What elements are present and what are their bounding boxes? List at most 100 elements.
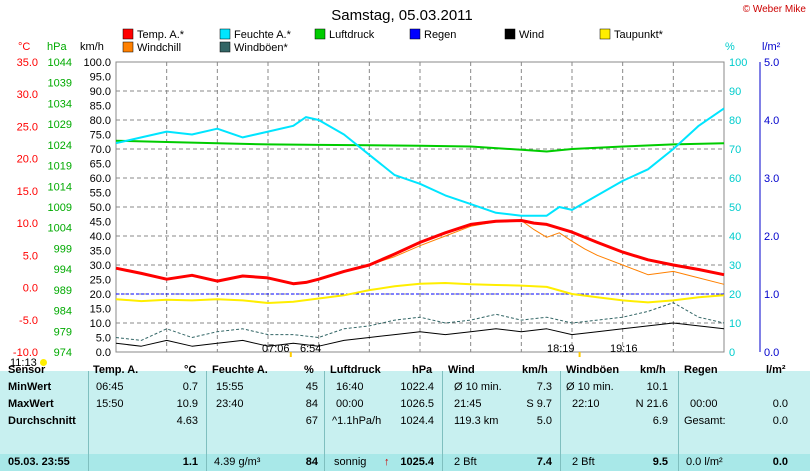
gusts-current: 9.5 — [652, 456, 668, 468]
temp-tick-label: 15.0 — [17, 186, 38, 198]
rain-extra: 0.0 l/m² — [686, 456, 723, 468]
legend-label: Wind — [519, 29, 544, 41]
chart-axes: 00:0002:0004:0006:0008:0010:0012:0014:00… — [13, 41, 781, 357]
speed-tick-label: 0.0 — [96, 347, 111, 357]
speed-tick-label: 60.0 — [90, 173, 111, 185]
humidity-tick-label: 10 — [729, 318, 741, 330]
series-line-windben — [115, 302, 725, 341]
pressure-header: Luftdruck — [330, 364, 381, 376]
pressure-tick-label: 1024 — [48, 140, 72, 152]
legend-swatch — [599, 28, 611, 40]
legend-label: Feuchte A.* — [234, 29, 292, 41]
speed-tick-label: 85.0 — [90, 101, 111, 113]
wind-min-val: 7.3 — [536, 381, 552, 393]
stats-panel: Sensor MinWert MaxWert Durchschnitt 05.0… — [0, 364, 810, 471]
legend-swatch — [314, 28, 326, 40]
temp-min-val: 0.7 — [182, 381, 198, 393]
rain-total: 0.0 — [772, 415, 788, 427]
speed-tick-label: 80.0 — [90, 115, 111, 127]
speed-unit-label: km/h — [80, 41, 104, 53]
pressure-tick-label: 1014 — [48, 181, 72, 193]
durchschnitt-label: Durchschnitt — [8, 415, 76, 427]
chart-grid — [115, 61, 725, 353]
speed-tick-label: 90.0 — [90, 86, 111, 98]
rain-tick-label: 4.0 — [764, 115, 779, 127]
wind-distance: 119.3 km — [454, 415, 499, 427]
humidity-tick-label: 30 — [729, 260, 741, 272]
weather-chart: 00:0002:0004:0006:0008:0010:0012:0014:00… — [13, 4, 807, 357]
sunrise-dir: 6:54 — [300, 343, 322, 355]
humidity-tick-label: 60 — [729, 173, 741, 185]
rain-max-val: 0.0 — [772, 398, 788, 410]
rain-unit: l/m² — [766, 364, 786, 376]
pressure-tick-label: 974 — [54, 347, 72, 357]
temp-unit: °C — [184, 364, 197, 376]
pressure-tick-label: 999 — [54, 243, 72, 255]
pressure-tick-label: 1019 — [48, 161, 72, 173]
legend-swatch — [122, 28, 134, 40]
pressure-tick-label: 984 — [54, 306, 72, 318]
pressure-tick-label: 989 — [54, 285, 72, 297]
legend-label: Temp. A.* — [137, 29, 185, 41]
gusts-max-val: N 21.6 — [635, 398, 668, 410]
gusts-avg: 6.9 — [652, 415, 668, 427]
chart-title: Samstag, 05.03.2011 — [331, 7, 473, 24]
column-separator — [88, 371, 89, 471]
humidity-current: 84 — [305, 456, 318, 468]
humidity-max-time: 23:40 — [216, 398, 244, 410]
gusts-min-label: Ø 10 min. — [566, 381, 614, 393]
temp-tick-label: 35.0 — [17, 57, 38, 69]
wind-max-val: S 9.7 — [526, 398, 552, 410]
humidity-tick-label: 90 — [729, 86, 741, 98]
gusts-header: Windböen — [566, 364, 620, 376]
chart-legend: Temp. A.* Feuchte A.* Luftdruck Regen Wind Ta… — [122, 28, 664, 54]
stats-current-bg — [0, 454, 810, 471]
gusts-extra: 2 Bft — [572, 456, 595, 468]
pressure-tick-label: 994 — [54, 264, 72, 276]
speed-tick-label: 30.0 — [90, 260, 111, 272]
wind-unit: km/h — [522, 364, 548, 376]
speed-tick-label: 10.0 — [90, 318, 111, 330]
rain-total-label: Gesamt: — [684, 415, 726, 427]
rain-tick-label: 3.0 — [764, 173, 779, 185]
rain-current: 0.0 — [772, 456, 788, 468]
column-separator — [324, 371, 325, 471]
temp-tick-label: 25.0 — [17, 121, 38, 133]
speed-tick-label: 55.0 — [90, 188, 111, 200]
pressure-trend: ^1.1hPa/h — [332, 415, 382, 427]
speed-tick-label: 100.0 — [83, 57, 111, 69]
column-separator — [206, 371, 207, 471]
pressure-min-time: 16:40 — [336, 381, 364, 393]
speed-tick-label: 95.0 — [90, 72, 111, 84]
sunset-time: 18:19 — [547, 343, 575, 355]
speed-tick-label: 70.0 — [90, 144, 111, 156]
temp-min-time: 06:45 — [96, 381, 124, 393]
gusts-max-time: 22:10 — [572, 398, 600, 410]
sensor-header: Sensor — [8, 364, 46, 376]
pressure-max-time: 00:00 — [336, 398, 364, 410]
speed-tick-label: 25.0 — [90, 275, 111, 287]
humidity-tick-label: 50 — [729, 202, 741, 214]
humidity-extra: 4.39 g/m³ — [214, 456, 261, 468]
wind-current: 7.4 — [536, 456, 552, 468]
pressure-unit-label: hPa — [47, 41, 67, 53]
sunrise-time: 07:06 — [262, 343, 290, 355]
humidity-unit: % — [304, 364, 314, 376]
series-line-windchill — [369, 220, 725, 285]
copyright-text: © Weber Mike — [743, 4, 807, 15]
column-separator — [678, 371, 679, 471]
speed-tick-label: 75.0 — [90, 130, 111, 142]
legend-swatch — [122, 41, 134, 53]
pressure-extra: sonnig — [334, 456, 367, 468]
humidity-min-time: 15:55 — [216, 381, 244, 393]
current-label: 05.03. 23:55 — [8, 456, 70, 468]
series-line-luftdruck — [115, 139, 725, 153]
wind-max-time: 21:45 — [454, 398, 482, 410]
pressure-up-icon: ↑ — [384, 456, 390, 468]
speed-tick-label: 5.0 — [96, 333, 111, 345]
column-separator — [560, 371, 561, 471]
pressure-tick-label: 979 — [54, 326, 72, 338]
speed-tick-label: 45.0 — [90, 217, 111, 229]
pressure-avg: 1024.4 — [400, 415, 434, 427]
speed-tick-label: 35.0 — [90, 246, 111, 258]
